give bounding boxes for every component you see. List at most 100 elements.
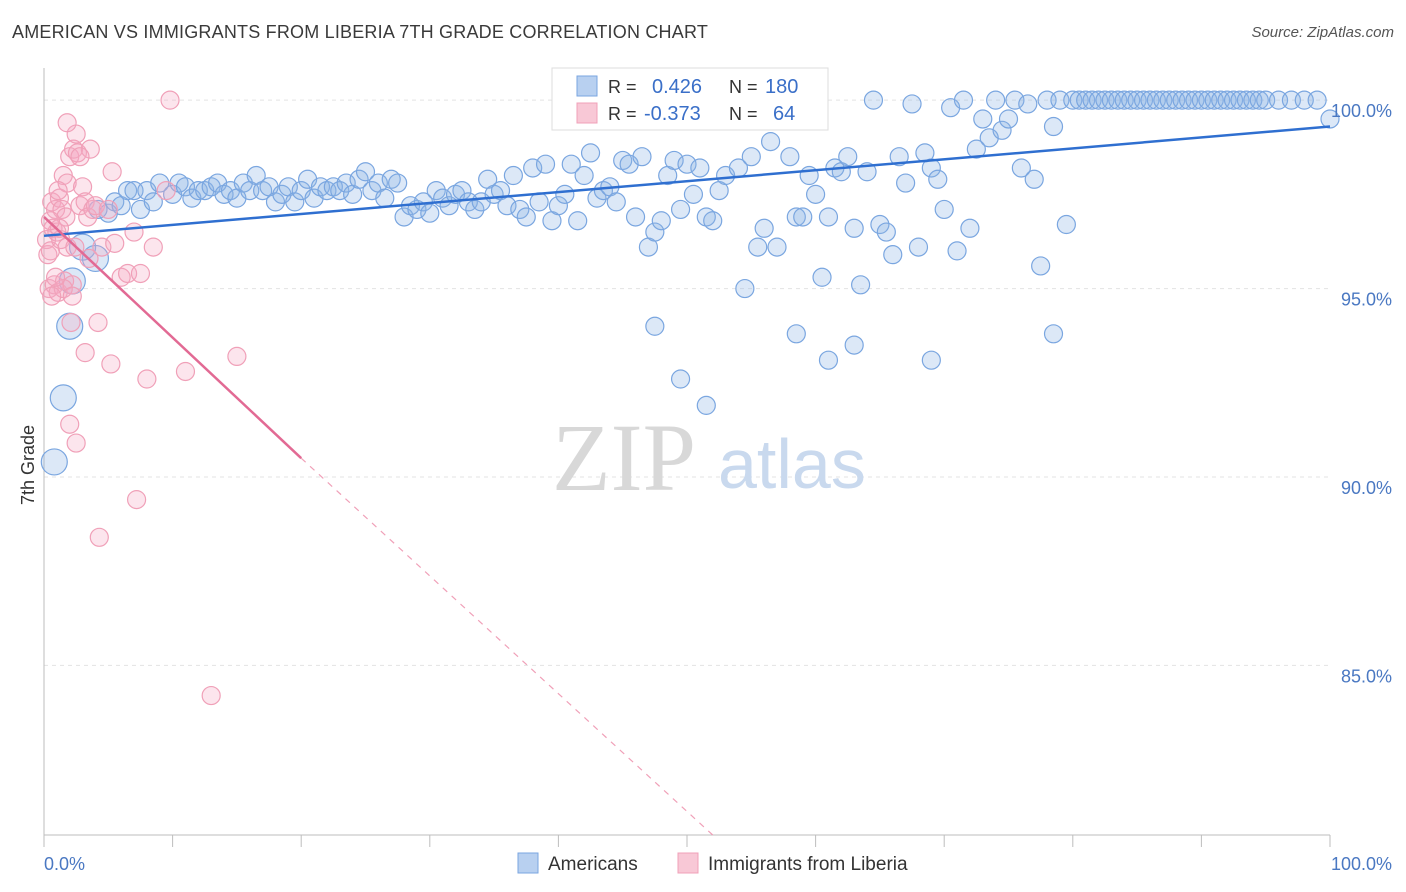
chart-title: AMERICAN VS IMMIGRANTS FROM LIBERIA 7TH …: [12, 22, 709, 42]
american-point-145: [992, 120, 1012, 140]
american-point-125: [863, 90, 884, 110]
american-point-14: [143, 192, 163, 212]
american-point-42: [330, 180, 350, 201]
american-point-20: [188, 180, 208, 201]
liberia-point-25: [75, 192, 95, 212]
american-point-191: [1320, 109, 1340, 129]
y-tick-label-3: 100.0%: [1331, 101, 1392, 121]
legend-n-value-1: 180: [765, 76, 798, 98]
liberia-point-20: [63, 139, 84, 159]
liberia-point-39: [137, 369, 157, 389]
american-point-35: [285, 192, 305, 212]
american-point-196: [818, 350, 839, 370]
x-tick-labels: 0.0% 100.0%: [44, 854, 1392, 874]
liberia-point-33: [102, 162, 122, 182]
legend-swatch-americans: [576, 75, 598, 97]
american-point-118: [818, 207, 839, 227]
x-tick-label-1: 100.0%: [1331, 854, 1392, 874]
bottom-legend: Americans Immigrants from Liberia: [517, 852, 908, 875]
liberia-point-5: [43, 218, 63, 238]
american-point-121: [838, 147, 858, 167]
liberia-point-48: [89, 527, 109, 547]
americans-trend-line: [43, 125, 1331, 238]
liberia-point-46: [60, 414, 80, 434]
liberia-point-18: [61, 312, 81, 333]
liberia-point-58: [57, 113, 77, 133]
trend-lines: [43, 125, 1331, 836]
american-point-106: [741, 147, 761, 167]
liberia-points: [36, 90, 247, 706]
liberia-point-42: [160, 90, 180, 110]
american-point-185: [1249, 90, 1269, 110]
american-point-127: [876, 222, 896, 242]
americans-points: [40, 90, 1340, 476]
american-point-88: [625, 207, 646, 227]
american-point-46: [355, 162, 376, 182]
american-point-107: [748, 237, 768, 257]
american-point-110: [767, 237, 787, 257]
american-point-138: [947, 241, 967, 261]
american-point-131: [902, 94, 922, 114]
axes: [43, 68, 1331, 847]
legend: R = 0.426 N = 180 R = -0.373 N = 64: [551, 67, 829, 131]
liberia-point-37: [124, 222, 144, 242]
liberia-point-53: [45, 267, 66, 287]
liberia-point-34: [105, 233, 125, 253]
y-tick-label-1: 90.0%: [1341, 478, 1392, 498]
liberia-trend-line: [43, 216, 303, 460]
bottom-legend-label-liberia: Immigrants from Liberia: [708, 854, 908, 875]
american-point-77: [555, 184, 575, 204]
american-point-153: [1043, 116, 1064, 137]
american-point-146: [998, 109, 1019, 129]
american-point-134: [921, 158, 941, 178]
legend-n-label-1: N =: [729, 77, 758, 97]
liberia-point-15: [56, 207, 76, 227]
liberia-point-43: [175, 361, 196, 382]
american-point-192: [645, 316, 665, 336]
watermark-zip: ZIP: [552, 404, 696, 511]
american-point-1: [49, 384, 77, 412]
liberia-point-27: [80, 139, 100, 159]
legend-r-label-2: R =: [608, 104, 637, 124]
american-point-150: [1024, 169, 1044, 189]
american-point-147: [1005, 90, 1025, 110]
american-point-108: [754, 218, 774, 238]
liberia-point-47: [66, 433, 86, 453]
american-point-94: [664, 150, 684, 171]
american-point-123: [851, 275, 871, 295]
bottom-legend-label-americans: Americans: [548, 854, 638, 875]
watermark-atlas: atlas: [718, 425, 866, 503]
american-point-74: [535, 154, 556, 174]
american-point-122: [844, 218, 864, 238]
american-point-45: [349, 169, 369, 189]
liberia-trend-extension: [300, 457, 714, 836]
legend-n-value-2: 64: [773, 103, 795, 125]
american-point-43: [336, 173, 356, 193]
american-point-98: [690, 158, 710, 178]
american-point-96: [677, 154, 697, 174]
american-point-136: [934, 199, 954, 220]
american-point-149: [1018, 94, 1038, 114]
american-point-71: [516, 207, 536, 227]
american-point-148: [1011, 158, 1031, 178]
liberia-point-29: [85, 196, 106, 216]
american-point-198: [921, 350, 941, 370]
y-axis-title: 7th Grade: [18, 425, 38, 505]
american-point-89: [632, 147, 652, 167]
american-point-5: [81, 244, 110, 273]
y-tick-labels: 85.0% 90.0% 95.0% 100.0%: [1331, 101, 1392, 686]
liberia-point-32: [98, 199, 118, 220]
watermark: ZIP atlas: [552, 404, 866, 511]
american-point-32: [265, 192, 286, 212]
x-tick-label-0: 0.0%: [44, 854, 85, 874]
american-point-117: [812, 267, 832, 287]
american-point-105: [735, 278, 755, 299]
american-point-197: [844, 335, 864, 355]
american-point-51: [388, 173, 408, 193]
liberia-point-10: [49, 188, 70, 208]
american-point-95: [670, 199, 691, 220]
american-point-190: [1307, 90, 1327, 110]
american-point-142: [973, 109, 993, 129]
liberia-point-31: [92, 237, 112, 257]
